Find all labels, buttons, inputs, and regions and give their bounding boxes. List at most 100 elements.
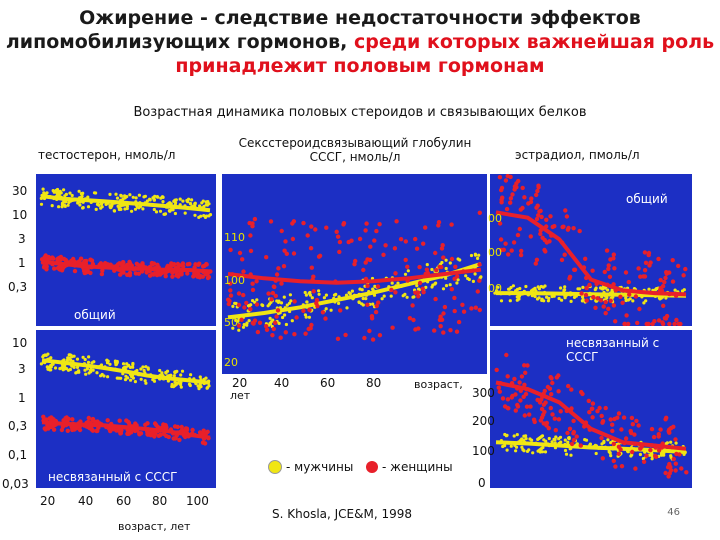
point-men [154,210,159,214]
point-women [510,192,515,197]
point-women [453,264,458,269]
point-women [195,274,200,279]
point-women [553,428,558,433]
point-women [413,327,418,332]
point-women [522,363,527,368]
point-women [449,222,454,227]
xtick: 60 [320,376,336,390]
point-men [285,303,289,307]
point-men [525,449,530,453]
chart-subtitle: Возрастная динамика половых стероидов и … [133,105,587,120]
point-women [578,443,583,448]
slide-title: Ожирение - следствие недостаточности эфф… [0,6,720,78]
point-men [189,373,193,377]
point-women [460,302,465,307]
point-men [564,452,569,456]
xtick: 40 [78,494,94,508]
point-men [84,372,88,376]
point-women [563,208,568,213]
ytick: 0,1 [8,448,28,462]
point-women [365,302,370,307]
point-women [510,393,515,399]
point-women [560,224,565,230]
x-axis-unit-mid: лет [230,389,251,402]
point-women [623,270,629,275]
point-women [301,220,306,226]
trend-line-men [41,194,211,213]
point-women [72,268,78,274]
point-men [673,288,677,292]
ytick: 10 [12,208,28,222]
point-men [345,306,349,310]
point-men [531,451,535,455]
point-women [506,406,511,411]
point-men [186,200,190,204]
point-women [571,429,577,435]
ytick: 50 [224,316,238,329]
ytick: 1 [18,391,26,405]
trend-line-women [41,420,211,440]
point-women [316,254,322,259]
legend-swatch-men [268,460,282,474]
panel-label-t-total: общий [74,308,116,322]
source-citation: S. Khosla, JCE&M, 1998 [272,507,413,521]
testosterone-total-panel: общий [36,174,216,326]
xtick: 80 [152,494,168,508]
point-women [269,297,274,302]
point-women [505,374,510,379]
point-women [52,266,57,271]
point-men [281,315,285,320]
point-women [611,458,616,464]
point-women [513,408,518,413]
point-men [389,294,393,298]
point-women [268,219,274,224]
point-women [363,260,368,265]
point-women [663,316,669,321]
trend-line-men [41,358,211,385]
ytick: 10 [12,336,28,350]
point-women [590,401,596,406]
point-women [627,292,632,297]
point-women [248,248,254,254]
point-men [682,288,686,292]
point-women [119,428,124,433]
point-women [247,220,252,226]
point-women [163,425,168,430]
point-women [584,285,589,291]
title-line-2: липомобилизующих гормонов, среди которых… [0,30,720,54]
point-women [656,448,662,453]
point-women [552,224,557,229]
point-men [337,301,341,305]
point-women [653,453,658,459]
point-women [676,263,681,269]
legend-men-label: - мужчины [286,460,354,474]
point-women [449,256,455,262]
point-women [601,304,606,309]
point-women [566,225,571,231]
point-women [610,422,615,427]
point-women [438,314,443,319]
point-men [251,299,255,303]
point-women [542,237,547,243]
point-women [145,432,151,437]
point-women [556,389,561,394]
point-women [254,302,260,307]
point-men [609,441,613,445]
point-women [566,383,571,389]
point-women [363,228,368,233]
point-men [303,313,307,317]
xtick: 100 [186,494,209,508]
point-women [273,320,278,325]
point-women [499,247,504,253]
point-men [151,378,155,382]
point-women [128,261,133,266]
point-women [252,318,258,323]
point-men [145,199,149,203]
point-men [317,292,321,296]
point-women [434,268,439,273]
point-men [135,368,139,373]
point-women [668,464,673,470]
point-women [86,415,91,421]
point-women [255,329,261,335]
point-women [607,274,613,279]
